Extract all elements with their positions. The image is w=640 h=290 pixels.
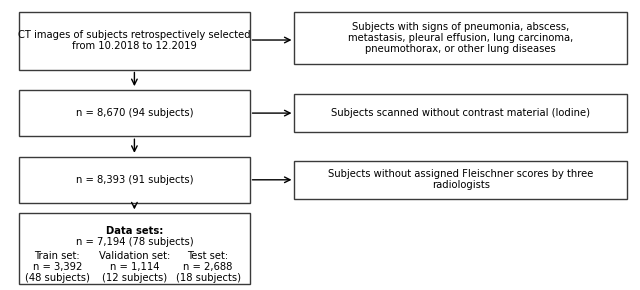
- Text: n = 3,392: n = 3,392: [33, 262, 82, 272]
- Text: n = 8,393 (91 subjects): n = 8,393 (91 subjects): [76, 175, 193, 185]
- Text: (18 subjects): (18 subjects): [175, 273, 241, 282]
- Bar: [294, 94, 627, 132]
- Text: Data sets:: Data sets:: [106, 226, 163, 235]
- Text: Subjects without assigned Fleischner scores by three: Subjects without assigned Fleischner sco…: [328, 169, 593, 179]
- Text: Test set:: Test set:: [188, 251, 228, 261]
- Text: Train set:: Train set:: [35, 251, 80, 261]
- Text: Subjects with signs of pneumonia, abscess,: Subjects with signs of pneumonia, absces…: [352, 22, 570, 32]
- Text: n = 7,194 (78 subjects): n = 7,194 (78 subjects): [76, 237, 193, 247]
- Text: from 10.2018 to 12.2019: from 10.2018 to 12.2019: [72, 41, 197, 51]
- Bar: [294, 161, 627, 199]
- Bar: [19, 90, 250, 136]
- Text: pneumothorax, or other lung diseases: pneumothorax, or other lung diseases: [365, 44, 556, 54]
- Bar: [19, 12, 250, 70]
- Text: (12 subjects): (12 subjects): [102, 273, 167, 282]
- Text: n = 1,114: n = 1,114: [109, 262, 159, 272]
- Bar: [19, 157, 250, 203]
- Bar: [19, 213, 250, 284]
- Text: n = 2,688: n = 2,688: [184, 262, 233, 272]
- Text: Validation set:: Validation set:: [99, 251, 170, 261]
- Text: CT images of subjects retrospectively selected: CT images of subjects retrospectively se…: [18, 30, 251, 40]
- Text: (48 subjects): (48 subjects): [25, 273, 90, 282]
- Text: n = 8,670 (94 subjects): n = 8,670 (94 subjects): [76, 108, 193, 118]
- Bar: [294, 12, 627, 64]
- Text: metastasis, pleural effusion, lung carcinoma,: metastasis, pleural effusion, lung carci…: [348, 33, 573, 43]
- Text: radiologists: radiologists: [432, 180, 490, 190]
- Text: Subjects scanned without contrast material (Iodine): Subjects scanned without contrast materi…: [332, 108, 590, 118]
